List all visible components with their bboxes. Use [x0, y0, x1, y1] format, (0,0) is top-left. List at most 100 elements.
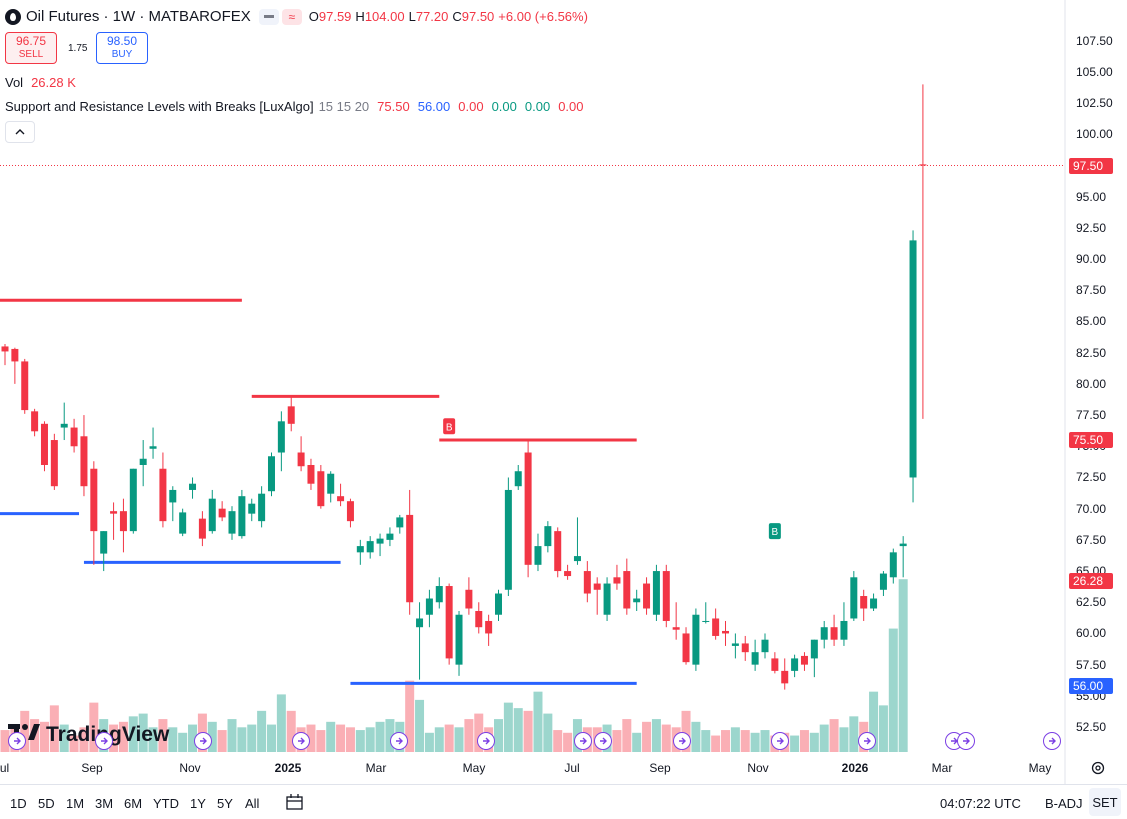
- volume-bar: [237, 727, 247, 752]
- volume-legend[interactable]: Vol 26.28 K: [5, 75, 76, 90]
- volume-bar: [118, 721, 128, 752]
- b-adj-toggle[interactable]: B-ADJ: [1045, 796, 1083, 811]
- candle-body: [297, 452, 305, 467]
- clock-time[interactable]: 04:07:22 UTC: [940, 796, 1021, 811]
- candle-body: [346, 501, 354, 522]
- candle-body: [110, 511, 118, 514]
- range-button-1d[interactable]: 1D: [10, 796, 27, 811]
- calendar-range-icon[interactable]: [285, 793, 305, 816]
- sell-label: SELL: [18, 49, 44, 60]
- y-axis-tick: 107.50: [1076, 33, 1113, 48]
- volume-bar: [257, 710, 267, 752]
- range-button-1m[interactable]: 1M: [66, 796, 85, 811]
- collapse-legend-button[interactable]: [5, 121, 35, 143]
- candle-body: [564, 571, 572, 577]
- x-axis-tick: 2026: [841, 761, 869, 775]
- candle-body: [702, 620, 710, 622]
- volume-bar: [424, 732, 434, 752]
- candle-body: [425, 598, 433, 615]
- gear-icon[interactable]: [1090, 760, 1106, 781]
- x-axis-tick: Jul: [0, 761, 10, 775]
- volume-bar: [809, 732, 819, 752]
- candle-body: [169, 489, 177, 503]
- volume-bar: [109, 724, 119, 752]
- event-marker-icon[interactable]: [957, 732, 975, 750]
- x-axis-tick: May: [1028, 761, 1052, 775]
- candle-body: [840, 620, 848, 640]
- candle-body: [277, 421, 285, 453]
- indicator-value: 56.00: [417, 99, 451, 114]
- range-button-5y[interactable]: 5Y: [217, 796, 233, 811]
- event-marker-icon[interactable]: [292, 732, 310, 750]
- candle-body: [475, 610, 483, 628]
- set-toggle[interactable]: SET: [1089, 788, 1121, 816]
- event-marker-icon[interactable]: [594, 732, 612, 750]
- candle-body: [356, 546, 364, 553]
- price-axis-tag: 56.00: [1069, 678, 1113, 695]
- y-axis-tick: 87.50: [1076, 283, 1107, 298]
- ohlc-value: 77.20: [415, 9, 449, 24]
- candle-body: [613, 577, 621, 584]
- compare-wave-icon[interactable]: ≈: [281, 8, 302, 25]
- range-button-5d[interactable]: 5D: [38, 796, 55, 811]
- candle-body: [100, 531, 108, 554]
- candle-body: [761, 639, 769, 653]
- candle-body: [850, 577, 858, 619]
- event-marker-icon[interactable]: [390, 732, 408, 750]
- candle-body: [820, 627, 828, 640]
- event-marker-icon[interactable]: [771, 732, 789, 750]
- event-marker-icon[interactable]: [194, 732, 212, 750]
- candle-body: [31, 411, 39, 432]
- x-axis-tick: Nov: [179, 761, 201, 775]
- volume-bar: [286, 710, 296, 752]
- candle-body: [218, 508, 226, 518]
- break-label-text: B: [446, 422, 453, 433]
- event-marker-icon[interactable]: [1043, 732, 1061, 750]
- sell-button[interactable]: 96.75 SELL: [5, 32, 57, 64]
- candle-body: [198, 518, 206, 539]
- candle-body: [633, 598, 641, 603]
- event-marker-icon[interactable]: [8, 732, 26, 750]
- buy-button[interactable]: 98.50 BUY: [96, 32, 148, 64]
- ohlc-key: H: [355, 9, 365, 24]
- volume-bar: [20, 710, 30, 752]
- candle-body: [70, 427, 78, 447]
- ohlc-key: O: [308, 9, 319, 24]
- event-marker-icon[interactable]: [574, 732, 592, 750]
- symbol-title[interactable]: Oil Futures · 1W · MATBAROFEX: [26, 8, 251, 25]
- volume-bar: [790, 735, 800, 752]
- hide-legend-icon[interactable]: [258, 8, 279, 25]
- candle-body: [524, 452, 532, 565]
- x-axis-tick: Nov: [747, 761, 769, 775]
- ohlc-value: 97.59: [318, 9, 352, 24]
- candle-body: [238, 496, 246, 537]
- volume-bar: [79, 727, 89, 752]
- volume-bar: [158, 719, 168, 752]
- candle-body: [741, 643, 749, 653]
- volume-bar: [217, 730, 227, 752]
- range-button-all[interactable]: All: [245, 796, 260, 811]
- range-button-3m[interactable]: 3M: [95, 796, 114, 811]
- indicator-legend[interactable]: Support and Resistance Levels with Break…: [5, 99, 584, 114]
- event-marker-icon[interactable]: [673, 732, 691, 750]
- event-marker-icon[interactable]: [858, 732, 876, 750]
- event-marker-icon[interactable]: [95, 732, 113, 750]
- volume-bar: [740, 730, 750, 752]
- volume-bar: [612, 730, 622, 752]
- candle-body: [909, 240, 917, 478]
- candle-body: [337, 496, 345, 502]
- volume-bar: [454, 727, 464, 752]
- candle-body: [662, 571, 670, 621]
- range-button-6m[interactable]: 6M: [124, 796, 143, 811]
- y-axis-tick: 92.50: [1076, 220, 1107, 235]
- volume-bar: [168, 727, 178, 752]
- candle-body: [781, 670, 789, 684]
- y-axis-tick: 72.50: [1076, 470, 1107, 485]
- event-marker-icon[interactable]: [477, 732, 495, 750]
- range-button-ytd[interactable]: YTD: [153, 796, 179, 811]
- range-button-1y[interactable]: 1Y: [190, 796, 206, 811]
- indicator-values: 75.50 56.00 0.00 0.00 0.00 0.00: [369, 99, 583, 114]
- y-axis-tick: 95.00: [1076, 189, 1107, 204]
- volume-bar: [276, 694, 286, 752]
